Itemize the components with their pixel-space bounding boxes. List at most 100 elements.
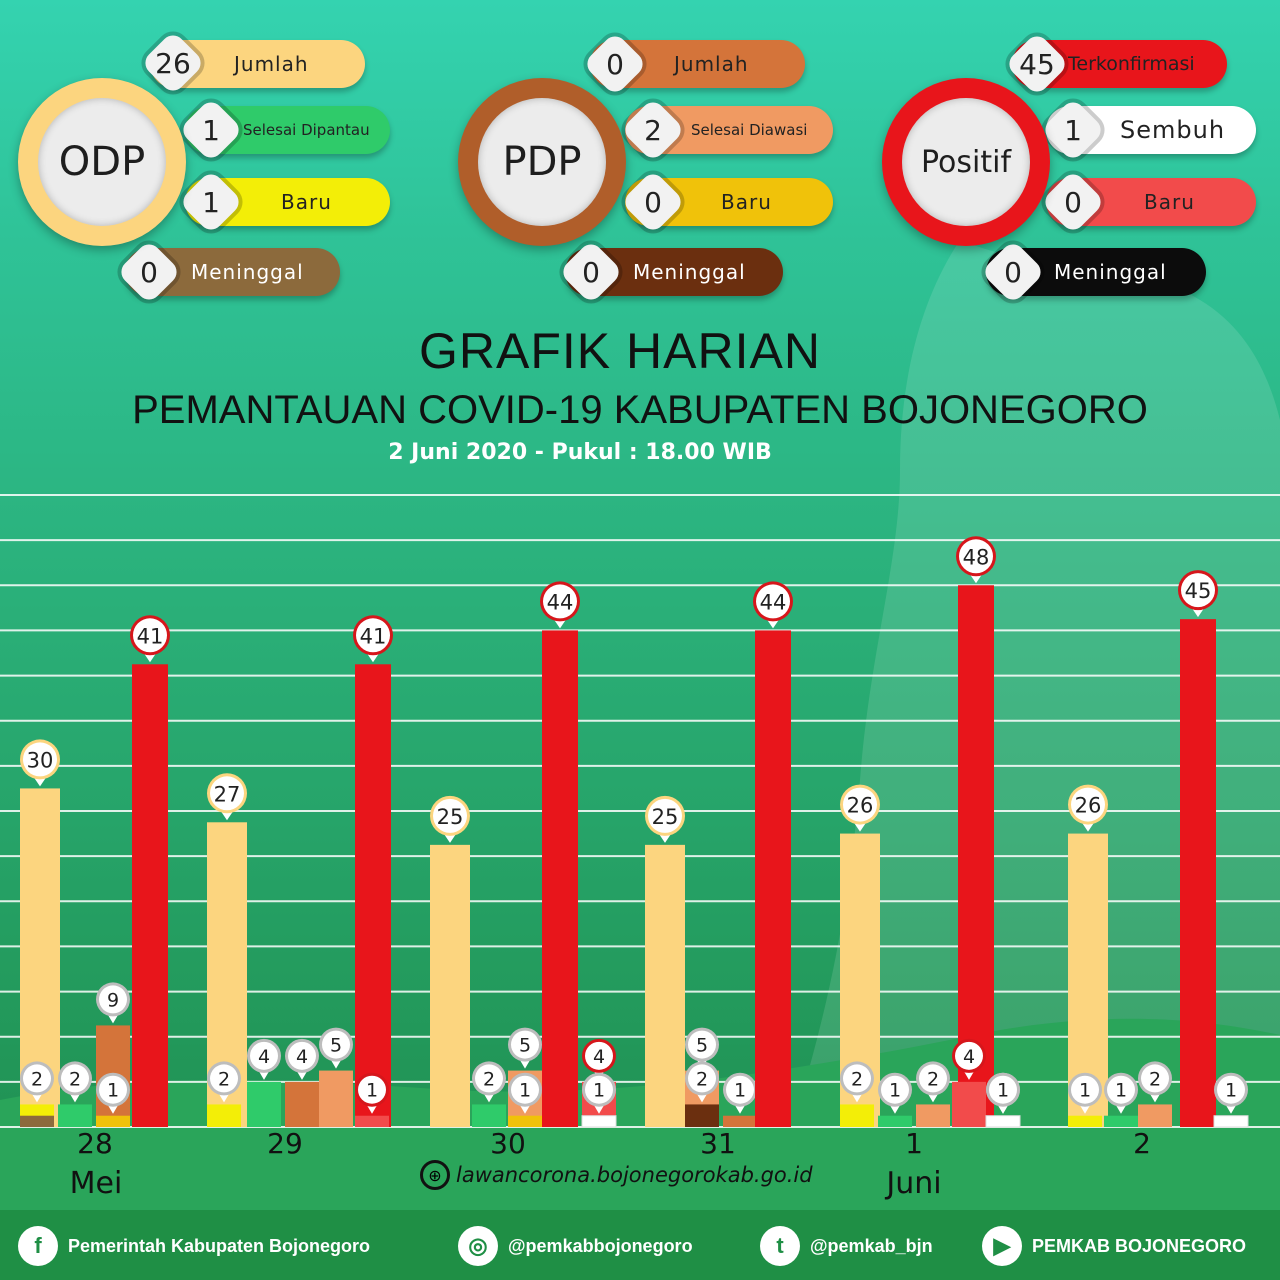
positif-baru-value: 0 — [1064, 185, 1082, 219]
marker-circle — [1141, 1064, 1169, 1093]
positif-jumlah-badge: 45 — [1004, 31, 1070, 97]
bar-odp_selesai — [878, 1115, 912, 1127]
data-label: 2 — [927, 1068, 939, 1090]
odp-baru-badge: 1 — [178, 169, 244, 235]
marker-circle — [756, 584, 790, 619]
odp-selesai-label: Selesai Dipantau — [243, 121, 370, 139]
marker-circle — [585, 1041, 613, 1070]
bar-pos_baru — [952, 1081, 986, 1127]
page-subtitle: PEMANTAUAN COVID-19 KABUPATEN BOJONEGORO — [132, 388, 1148, 432]
data-label: 48 — [963, 545, 990, 569]
marker-circle — [288, 1041, 316, 1070]
marker-circle — [433, 798, 467, 833]
positif-jumlah-label: Terkonfirmasi — [1068, 53, 1195, 75]
youtube-link[interactable]: ▶ PEMKAB BOJONEGORO — [982, 1226, 1246, 1266]
bar-odp_jumlah — [645, 844, 685, 1127]
x-tick-label: 28 — [77, 1127, 113, 1160]
marker-circle — [356, 618, 390, 653]
data-label: 4 — [258, 1046, 270, 1068]
bar-odp_selesai — [1104, 1115, 1138, 1127]
bar-odp_selesai — [58, 1104, 92, 1127]
data-label: 4 — [963, 1046, 975, 1068]
positif-sembuh-badge: 1 — [1040, 97, 1106, 163]
bar-pdp_baru — [508, 1115, 542, 1127]
marker-circle — [210, 776, 244, 811]
data-label: 1 — [1225, 1080, 1237, 1102]
bar-pos_terkonfirmasi — [958, 585, 994, 1127]
youtube-icon: ▶ — [982, 1226, 1022, 1266]
data-label: 44 — [547, 590, 574, 614]
odp-baru-label: Baru — [281, 190, 332, 214]
odp-selesai-badge: 1 — [178, 97, 244, 163]
report-date: 2 Juni 2020 - Pukul : 18.00 WIB — [388, 440, 772, 465]
data-label: 25 — [652, 805, 679, 829]
data-label: 2 — [69, 1068, 81, 1090]
marker-circle — [1217, 1075, 1245, 1104]
data-label: 2 — [31, 1068, 43, 1090]
twitter-link[interactable]: t @pemkab_bjn — [760, 1226, 933, 1266]
data-label: 2 — [483, 1068, 495, 1090]
odp-baru-value: 1 — [202, 185, 220, 219]
positif-panel: Terkonfirmasi 45 Sembuh 1 Baru 0 Meningg… — [864, 0, 1280, 310]
marker-circle — [843, 1064, 871, 1093]
marker-circle — [959, 539, 993, 574]
page-title: GRAFIK HARIAN — [419, 323, 821, 379]
positif-jumlah-value: 45 — [1019, 47, 1055, 81]
marker-circle — [133, 618, 167, 653]
bar-odp_baru — [1068, 1115, 1102, 1127]
data-label: 1 — [1079, 1080, 1091, 1102]
bar-odp_meninggal — [20, 1115, 54, 1127]
month-label: Mei — [70, 1166, 123, 1201]
pdp-meninggal-value: 0 — [582, 255, 600, 289]
marker-circle — [1071, 1075, 1099, 1104]
marker-circle — [250, 1041, 278, 1070]
twitter-text: @pemkab_bjn — [810, 1235, 933, 1256]
pdp-jumlah-value: 0 — [606, 47, 624, 81]
pdp-meninggal-badge: 0 — [558, 239, 624, 305]
footer-bar — [0, 1210, 1280, 1280]
website-link[interactable]: ⊕ lawancorona.bojonegorokab.go.id — [420, 1160, 813, 1190]
twitter-icon: t — [760, 1226, 800, 1266]
data-label: 2 — [218, 1068, 230, 1090]
data-label: 9 — [107, 989, 119, 1011]
bar-pdp_baru — [96, 1115, 130, 1127]
pdp-baru-value: 0 — [644, 185, 662, 219]
bar-odp_jumlah — [430, 844, 470, 1127]
marker-circle — [61, 1064, 89, 1093]
odp-meninggal-badge: 0 — [116, 239, 182, 305]
facebook-link[interactable]: f Pemerintah Kabupaten Bojonegoro — [18, 1226, 370, 1266]
bar-pdp_selesai — [1138, 1104, 1172, 1127]
data-label: 1 — [593, 1080, 605, 1102]
bar-pos_baru — [355, 1115, 389, 1127]
instagram-icon: ◎ — [458, 1226, 498, 1266]
positif-meninggal-label: Meninggal — [1054, 260, 1167, 284]
marker-circle — [955, 1041, 983, 1070]
data-label: 30 — [27, 748, 54, 772]
bar-pos_terkonfirmasi — [132, 664, 168, 1127]
instagram-link[interactable]: ◎ @pemkabbojonegoro — [458, 1226, 693, 1266]
odp-title: ODP — [58, 139, 146, 185]
bar-pdp_selesai — [319, 1070, 353, 1127]
marker-circle — [688, 1064, 716, 1093]
bar-pos_terkonfirmasi — [755, 630, 791, 1127]
marker-circle — [989, 1075, 1017, 1104]
data-label: 1 — [366, 1080, 378, 1102]
pdp-selesai-value: 2 — [644, 113, 662, 147]
data-label: 41 — [137, 624, 164, 648]
marker-circle — [99, 1075, 127, 1104]
bar-pos_terkonfirmasi — [1180, 619, 1216, 1127]
marker-circle — [99, 985, 127, 1014]
marker-circle — [1107, 1075, 1135, 1104]
positif-meninggal-value: 0 — [1004, 255, 1022, 289]
odp-circle: ODP — [38, 98, 166, 226]
marker-circle — [585, 1075, 613, 1104]
data-label: 26 — [847, 794, 874, 818]
x-tick-label: 30 — [490, 1127, 526, 1160]
data-label: 1 — [1115, 1080, 1127, 1102]
pdp-baru-label: Baru — [721, 190, 772, 214]
bar-odp_selesai — [472, 1104, 506, 1127]
marker-circle — [1071, 787, 1105, 822]
data-label: 4 — [593, 1046, 605, 1068]
bar-pos_sembuh — [985, 1115, 1021, 1128]
bar-odp_baru — [207, 1104, 241, 1127]
